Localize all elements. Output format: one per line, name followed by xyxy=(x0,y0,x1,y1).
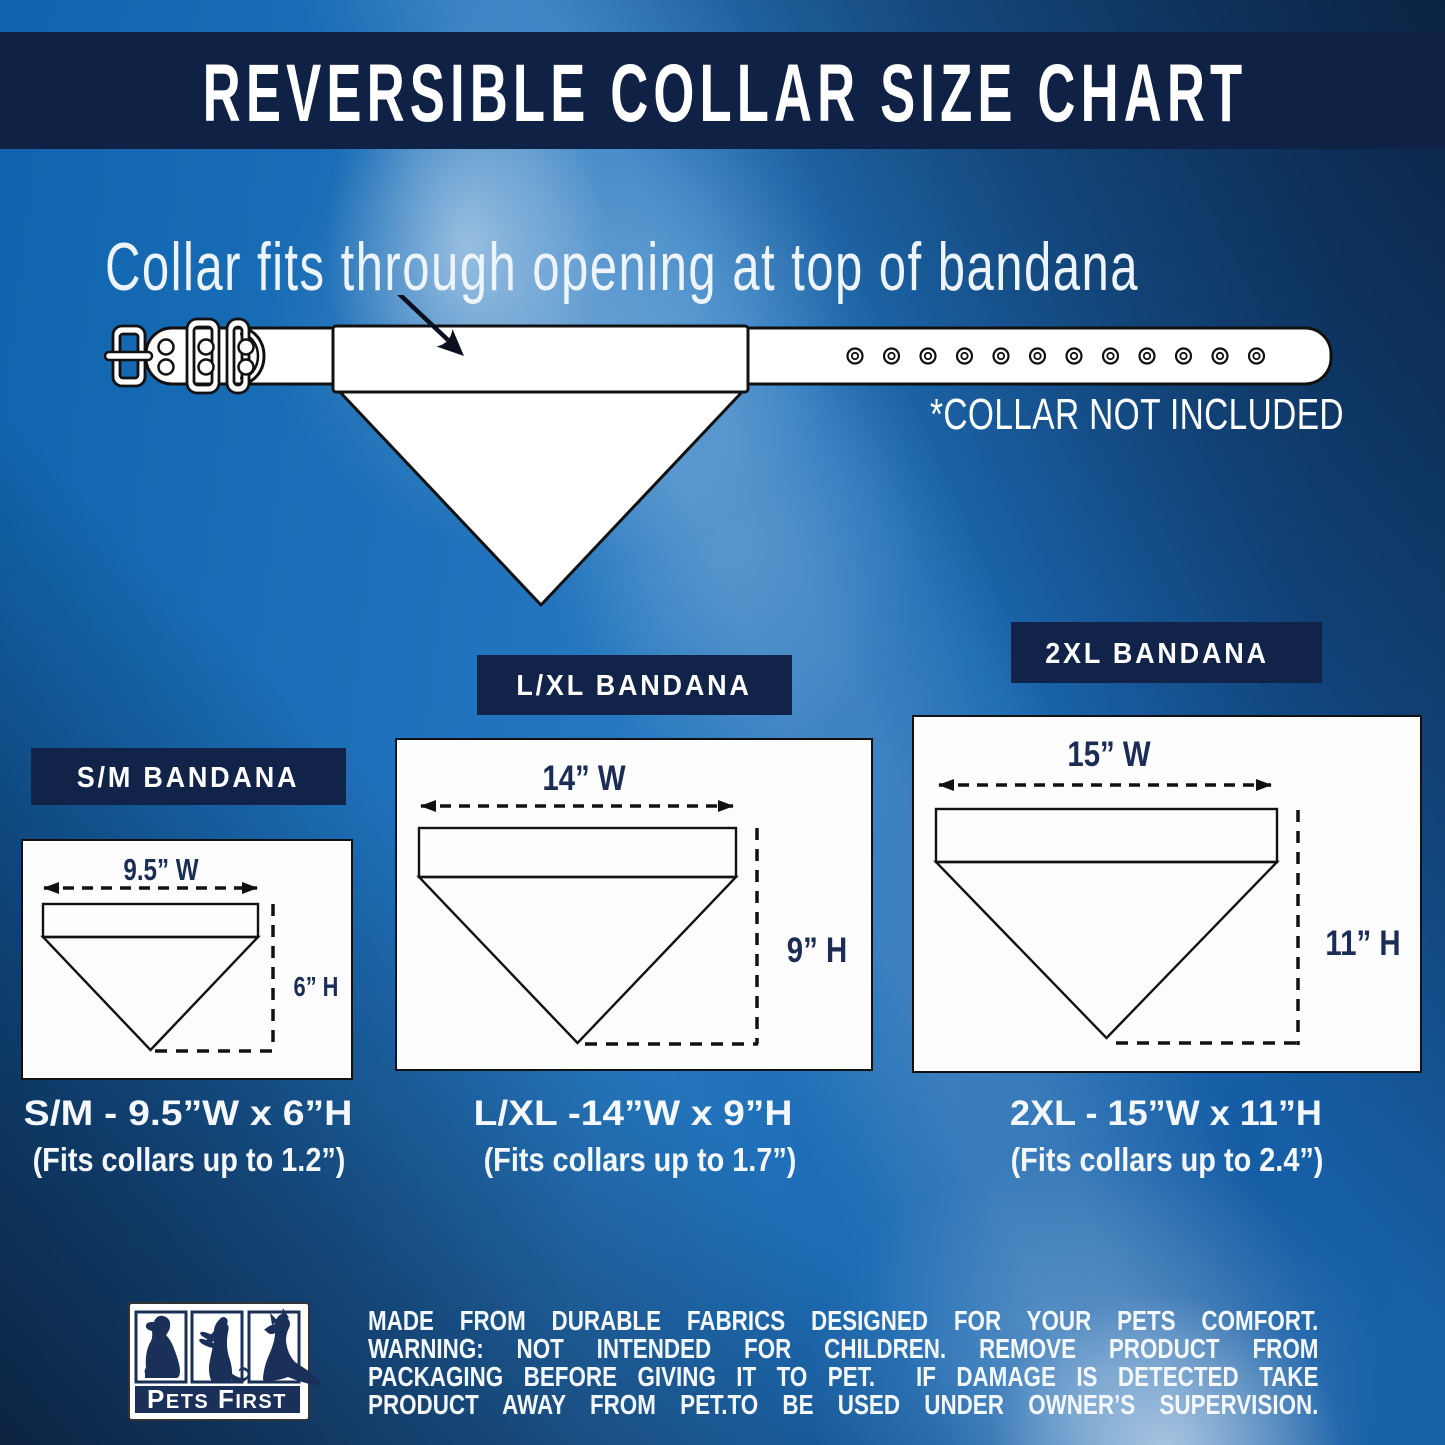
svg-text:9.5” W: 9.5” W xyxy=(123,852,199,887)
svg-text:14” W: 14” W xyxy=(542,759,626,798)
svg-text:11” H: 11” H xyxy=(1325,924,1400,963)
svg-text:6” H: 6” H xyxy=(294,971,339,1002)
svg-text:15” W: 15” W xyxy=(1067,735,1151,774)
svg-text:9” H: 9” H xyxy=(787,931,847,970)
